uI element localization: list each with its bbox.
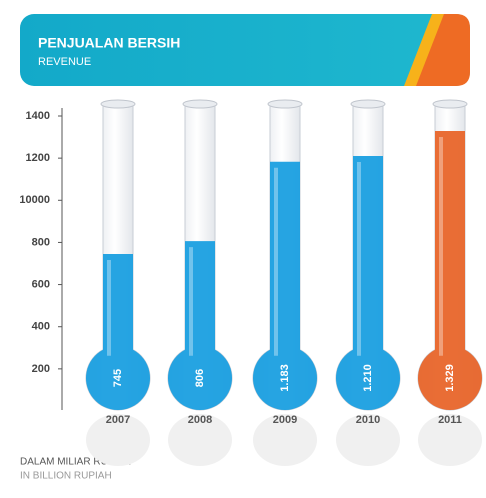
bar	[336, 156, 400, 410]
bar	[252, 161, 317, 410]
x-tick-label: 2007	[106, 414, 130, 426]
bar	[168, 241, 233, 410]
tube-rim	[267, 99, 303, 109]
bar	[86, 254, 150, 410]
y-tick-label: 10000	[19, 194, 50, 206]
y-tick-label: 1400	[26, 110, 50, 122]
y-tick-label: 200	[32, 363, 50, 375]
y-tick-label: 800	[32, 236, 50, 248]
reflection	[86, 414, 150, 466]
value-label: 1.329	[444, 364, 456, 392]
x-tick-label: 2009	[273, 414, 297, 426]
note: IN BILLION RUPIAH	[20, 471, 112, 482]
value-label: 806	[194, 369, 206, 387]
reflection	[168, 414, 232, 466]
value-label: 1.210	[362, 364, 374, 392]
header-bg	[20, 14, 470, 86]
chart-title: PENJUALAN BERSIH	[38, 35, 180, 51]
tube-rim	[182, 99, 218, 109]
note: DALAM MILIAR RUPIAH	[20, 457, 131, 468]
bar	[418, 130, 482, 411]
x-tick-label: 2008	[188, 414, 212, 426]
x-tick-label: 2010	[356, 414, 380, 426]
value-label: 1.183	[279, 364, 291, 392]
header-accent	[416, 14, 470, 86]
tube-rim	[432, 99, 468, 109]
y-tick-label: 600	[32, 278, 50, 290]
tube-rim	[100, 99, 136, 109]
tube-rim	[350, 99, 386, 109]
x-tick-label: 2011	[438, 414, 462, 426]
reflection	[418, 414, 482, 466]
chart-subtitle: REVENUE	[38, 56, 91, 68]
header: PENJUALAN BERSIH REVENUE	[20, 14, 470, 86]
reflection	[253, 414, 317, 466]
y-tick-label: 400	[32, 321, 50, 333]
value-label: 745	[112, 369, 124, 387]
reflection	[336, 414, 400, 466]
y-tick-label: 1200	[26, 152, 50, 164]
